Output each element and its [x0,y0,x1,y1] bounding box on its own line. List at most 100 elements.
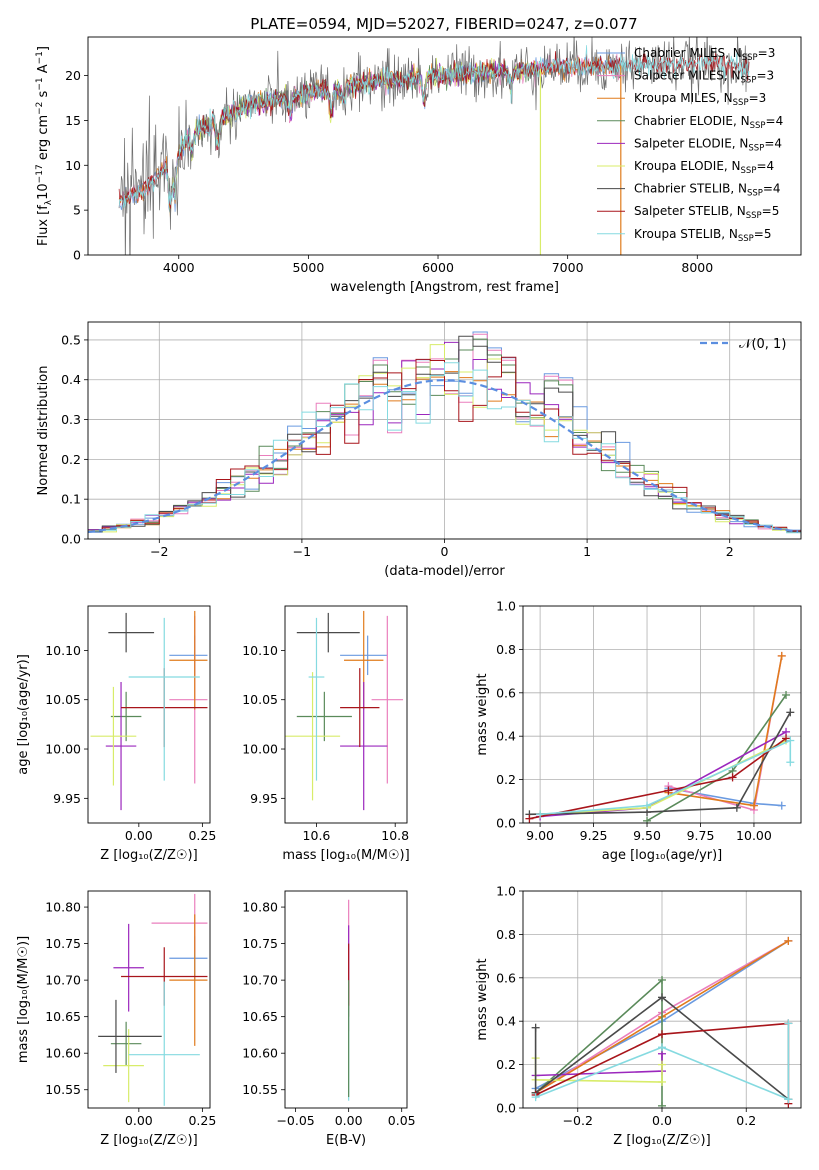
y-tick-label: 10.55 [242,1082,278,1097]
axes-frame [87,36,802,256]
x-axis-label: age [log₁₀(age/yr)] [602,848,723,863]
y-axis-label: age [log₁₀(age/yr)] [16,654,31,775]
plot-area [523,606,801,823]
plot-area [118,37,750,255]
y-tick-label: 0.1 [61,492,81,507]
legend: Chabrier MILES, NSSP=3 Salpeter MILES, NS… [597,46,783,244]
errorbar-point [110,691,142,742]
y-tick-label: 0.4 [496,729,516,744]
y-tick-label: 1.0 [496,884,516,899]
x-axis-label: (data-model)/error [384,564,505,579]
y-tick-label: 10.10 [242,643,278,658]
x-tick-label: 10.00 [736,828,772,843]
x-tick-label: 0 [441,544,449,559]
y-tick-label: 20 [65,68,81,83]
y-tick-label: 0.4 [61,372,81,387]
y-tick-label: 15 [65,113,81,128]
x-tick-label: 10.8 [381,828,409,843]
errorbar-point [296,691,352,742]
x-axis-label: wavelength [Angstrom, rest frame] [330,280,559,295]
legend-label: Chabrier MILES, NSSP=3 [634,46,775,63]
errorbar-point [308,617,325,781]
legend-label: Chabrier ELODIE, NSSP=4 [634,114,783,131]
panel-mass_weight_vs_Z: −0.2 0.0 0.2 0.0 0.2 0.4 0.6 0.8 1.0 Z [log₁₀(Z/Z… [475,884,802,1148]
histogram-kroupa-stelib [88,362,801,534]
x-tick-label: 0.00 [335,1113,363,1128]
x-tick-label: 7000 [552,260,584,275]
errorbar-point [340,681,388,811]
axes-frame [284,890,408,1109]
axes-frame [87,605,211,824]
x-tick-label: 9.00 [526,828,554,843]
mass-weight-marker [777,651,786,660]
x-tick-label: −1 [293,544,311,559]
errorbar-point [285,672,341,801]
x-tick-label: −2 [150,544,168,559]
y-axis-label: mass weight [475,958,490,1040]
x-tick-label: 0.05 [388,1113,416,1128]
mass-weight-line [535,1023,790,1101]
x-tick-label: 6000 [422,260,454,275]
y-tick-label: 10.00 [242,742,278,757]
axes-frame [522,605,802,824]
y-axis-label: Flux [fλ10−17 erg cm−2 s−1 A−1] [35,46,54,246]
y-axis-label: mass [log₁₀(M/M☉)] [16,936,31,1063]
x-tick-label: 10.6 [303,828,331,843]
y-tick-label: 9.95 [53,791,81,806]
panel-age_vs_mass: 10.6 10.8 9.95 10.00 10.05 10.10 mass [log₁₀(M… [242,605,410,863]
y-tick-label: 10.05 [45,692,81,707]
y-tick-label: 10.55 [45,1082,81,1097]
panel-age_vs_Z: 0.00 0.25 9.95 10.00 10.05 10.10 Z [log₁₀(Z/Z☉… [16,605,216,863]
x-tick-label: 1 [583,544,591,559]
mass-weight-marker [658,975,666,984]
mass-weight-marker [658,1043,666,1052]
mass-weight-marker [531,1093,540,1102]
mass-weight-marker [786,736,795,745]
y-tick-label: 10.10 [45,643,81,658]
errorbar-point [340,668,380,748]
x-tick-label: 0.2 [736,1113,756,1128]
y-tick-label: 0.2 [496,1057,516,1072]
mass-weight-marker [658,1101,666,1108]
y-tick-label: 1.0 [496,599,516,614]
axes-frame [87,890,211,1109]
x-tick-label: 9.50 [633,828,661,843]
plot-area [88,322,801,539]
legend-label: Salpeter ELODIE, NSSP=4 [634,136,782,153]
x-tick-label: 0.25 [188,828,216,843]
y-tick-label: 10.70 [45,973,81,988]
mass-weight-line [529,737,787,820]
normal-curve [88,379,799,534]
mass-weight-marker [531,1023,540,1032]
mass-weight-marker [784,1019,793,1028]
y-tick-label: 10.75 [242,936,278,951]
mass-weight-marker [658,1030,666,1039]
mass-weight-marker [784,936,793,945]
axes-frame [522,890,802,1109]
mass-weight-marker [658,1060,666,1069]
errorbar-point [128,617,200,781]
y-tick-label: 0.8 [496,927,516,942]
axes-frame [87,321,802,540]
mass-weight-marker [664,786,673,795]
x-tick-label: 8000 [681,260,713,275]
plot-area [523,891,801,1108]
x-tick-label: 9.75 [687,828,715,843]
y-tick-label: 0 [73,248,81,263]
y-tick-label: 10.70 [242,973,278,988]
x-tick-label: 0.00 [125,828,153,843]
errorbar-point [98,999,162,1073]
x-tick-label: 0.0 [652,1113,672,1128]
mass-weight-marker [786,758,795,767]
x-axis-label: Z [log₁₀(Z/Z☉)] [100,848,197,863]
x-tick-label: 2 [726,544,734,559]
y-tick-label: 0.6 [496,970,516,985]
x-axis-label: mass [log₁₀(M/M☉)] [282,848,409,863]
mass-weight-marker [777,801,786,810]
x-tick-label: −0.2 [563,1113,593,1128]
x-tick-label: 9.25 [580,828,608,843]
x-tick-label: 4000 [163,260,195,275]
errorbar-point [108,612,155,653]
